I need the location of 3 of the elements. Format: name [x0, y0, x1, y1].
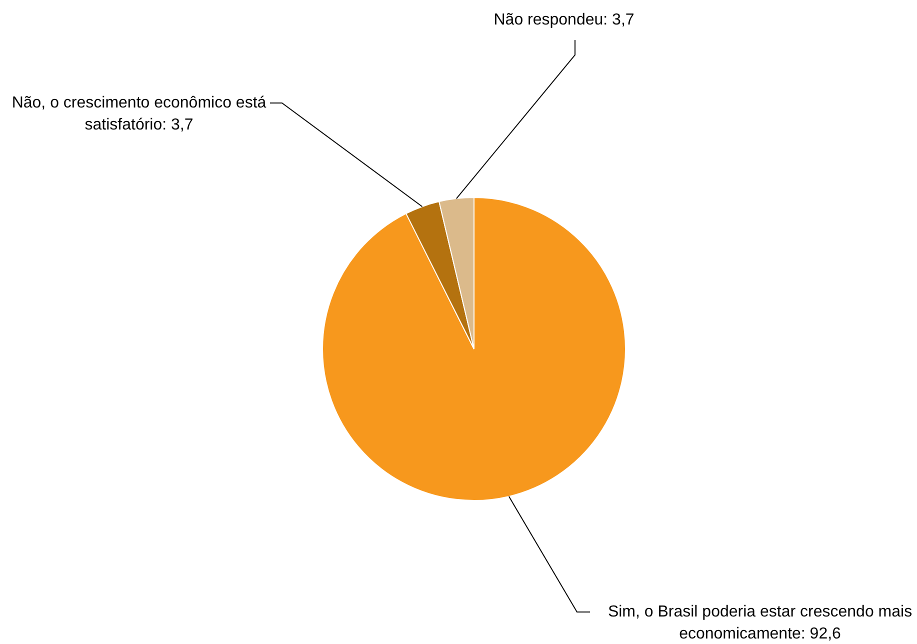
slice-label: Sim, o Brasil poderia estar crescendo mais economicamente: 92,6 — [608, 603, 912, 642]
slice-label: Não respondeu: 3,7 — [494, 11, 634, 28]
slice-label: Não, o crescimento econômico está satisfatório: 3,7 — [12, 94, 266, 134]
